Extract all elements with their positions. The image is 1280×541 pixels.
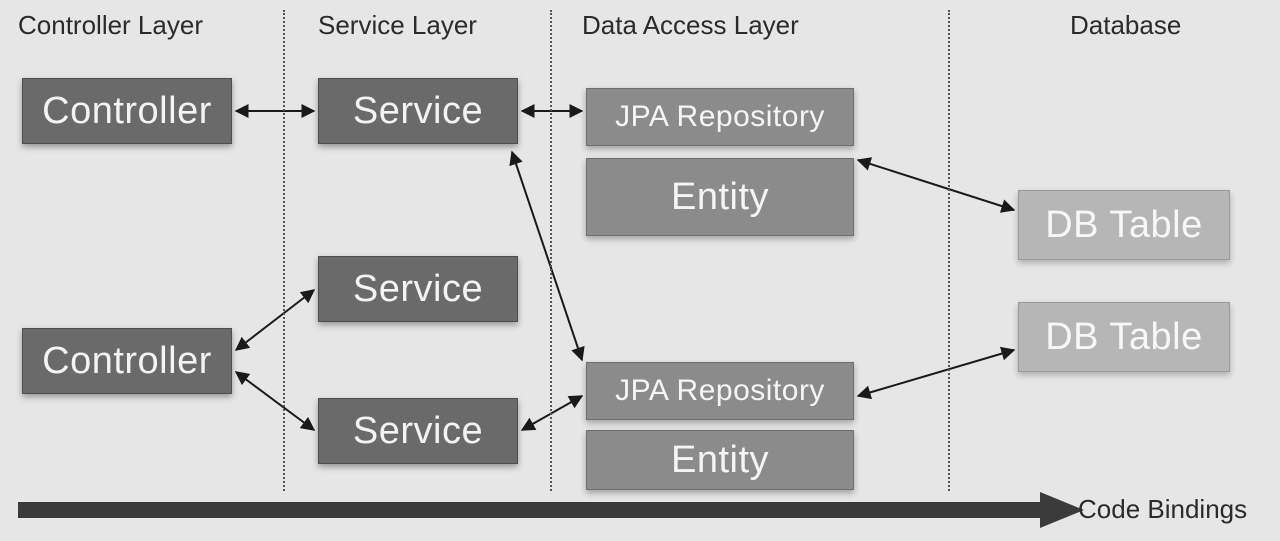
column-label-service: Service Layer <box>318 10 477 41</box>
column-divider-1 <box>550 10 552 491</box>
edge-5 <box>522 396 582 430</box>
node-repo2: JPA Repository <box>586 362 854 420</box>
column-label-data: Data Access Layer <box>582 10 799 41</box>
node-svc3: Service <box>318 398 518 464</box>
edge-4 <box>512 152 582 360</box>
node-ctrl2: Controller <box>22 328 232 394</box>
footer-arrow-body <box>18 502 1040 518</box>
node-svc2: Service <box>318 256 518 322</box>
node-repo1: JPA Repository <box>586 88 854 146</box>
footer-arrow-label: Code Bindings <box>1078 494 1247 525</box>
column-divider-0 <box>283 10 285 491</box>
node-ent1: Entity <box>586 158 854 236</box>
edge-7 <box>858 350 1014 396</box>
edge-2 <box>236 372 314 430</box>
column-label-controller: Controller Layer <box>18 10 203 41</box>
edge-1 <box>236 290 314 350</box>
node-ent2: Entity <box>586 430 854 490</box>
edge-6 <box>858 160 1014 210</box>
column-label-database: Database <box>1070 10 1181 41</box>
node-tbl1: DB Table <box>1018 190 1230 260</box>
column-divider-2 <box>948 10 950 491</box>
node-ctrl1: Controller <box>22 78 232 144</box>
node-tbl2: DB Table <box>1018 302 1230 372</box>
node-svc1: Service <box>318 78 518 144</box>
